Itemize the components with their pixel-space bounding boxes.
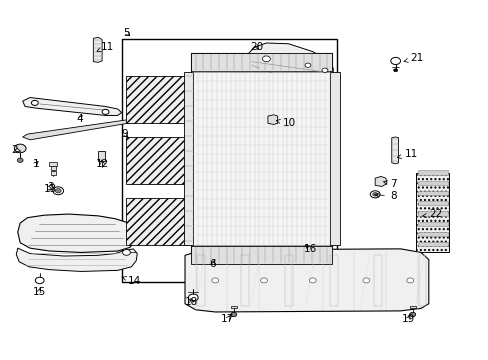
- Text: 6: 6: [209, 259, 216, 269]
- Text: 17: 17: [221, 314, 234, 324]
- Text: 12: 12: [96, 159, 109, 169]
- Text: 14: 14: [122, 276, 141, 286]
- Text: 19: 19: [401, 314, 414, 324]
- Text: 4: 4: [76, 114, 83, 124]
- Bar: [373, 255, 381, 306]
- Bar: [241, 255, 248, 306]
- Circle shape: [322, 68, 327, 72]
- Polygon shape: [244, 43, 332, 85]
- Bar: [417, 181, 447, 185]
- Bar: [190, 53, 331, 264]
- Circle shape: [260, 278, 267, 283]
- Bar: [183, 72, 193, 244]
- Bar: [417, 191, 447, 195]
- Circle shape: [122, 249, 130, 255]
- Bar: [417, 211, 447, 216]
- Polygon shape: [374, 176, 386, 186]
- Bar: [126, 198, 188, 244]
- Bar: [190, 53, 331, 71]
- Text: 16: 16: [304, 244, 317, 254]
- Bar: [190, 246, 331, 264]
- Bar: [417, 232, 447, 236]
- Text: 1: 1: [32, 159, 39, 169]
- Circle shape: [409, 312, 415, 317]
- Bar: [126, 76, 188, 123]
- Text: 11: 11: [397, 149, 417, 159]
- Text: 20: 20: [250, 42, 263, 51]
- Bar: [49, 162, 57, 166]
- Bar: [230, 306, 236, 308]
- Text: 2: 2: [11, 144, 21, 154]
- Circle shape: [55, 189, 61, 193]
- Bar: [418, 255, 426, 306]
- Polygon shape: [267, 115, 277, 125]
- Bar: [193, 72, 329, 244]
- Circle shape: [31, 100, 38, 105]
- Polygon shape: [16, 248, 137, 271]
- Bar: [98, 151, 105, 161]
- Circle shape: [362, 278, 369, 283]
- Text: 15: 15: [32, 287, 45, 297]
- Text: 18: 18: [184, 297, 198, 307]
- Circle shape: [211, 278, 218, 283]
- Text: 7: 7: [383, 179, 396, 189]
- Polygon shape: [22, 98, 122, 116]
- Bar: [329, 255, 337, 306]
- Bar: [51, 171, 56, 175]
- Bar: [417, 221, 447, 226]
- Text: 11: 11: [97, 42, 114, 51]
- Circle shape: [53, 187, 63, 195]
- Bar: [126, 137, 188, 184]
- Polygon shape: [93, 37, 102, 62]
- Circle shape: [230, 312, 236, 317]
- Text: 22: 22: [422, 209, 441, 219]
- Text: 3: 3: [47, 182, 54, 192]
- Circle shape: [406, 278, 413, 283]
- Text: 9: 9: [122, 129, 128, 139]
- Bar: [329, 72, 339, 244]
- Circle shape: [305, 63, 310, 67]
- Circle shape: [262, 56, 270, 62]
- Bar: [417, 201, 447, 205]
- Circle shape: [372, 193, 377, 196]
- Text: 13: 13: [43, 184, 57, 194]
- Circle shape: [309, 278, 316, 283]
- Bar: [196, 255, 204, 306]
- Polygon shape: [18, 214, 136, 252]
- Bar: [417, 242, 447, 246]
- Bar: [415, 173, 448, 252]
- Circle shape: [393, 69, 397, 72]
- Text: 8: 8: [374, 191, 396, 201]
- Bar: [51, 166, 56, 170]
- Bar: [285, 255, 293, 306]
- Bar: [122, 40, 336, 282]
- Polygon shape: [391, 137, 398, 164]
- Circle shape: [35, 277, 44, 284]
- Polygon shape: [184, 249, 428, 312]
- Text: 21: 21: [403, 53, 423, 63]
- Circle shape: [14, 144, 26, 153]
- Circle shape: [390, 57, 400, 64]
- Polygon shape: [22, 120, 127, 140]
- Text: 10: 10: [276, 118, 295, 128]
- Bar: [409, 306, 415, 308]
- Text: 5: 5: [123, 28, 130, 38]
- Circle shape: [188, 294, 198, 301]
- Bar: [417, 170, 447, 175]
- Circle shape: [369, 191, 379, 198]
- Circle shape: [102, 109, 109, 114]
- Circle shape: [17, 158, 23, 162]
